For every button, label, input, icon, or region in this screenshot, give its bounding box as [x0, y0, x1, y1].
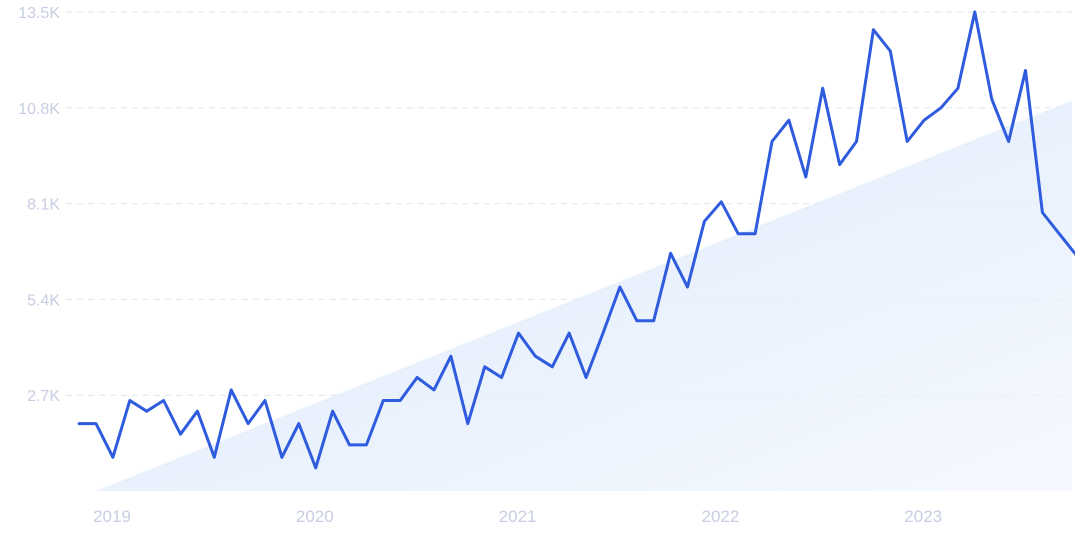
series-line: [77, 10, 1075, 470]
x-tick-label: 2019: [93, 507, 131, 526]
x-tick-label: 2021: [499, 507, 537, 526]
y-tick-label: 5.4K: [27, 292, 60, 309]
y-tick-label: 2.7K: [27, 388, 60, 405]
x-tick-label: 2023: [904, 507, 942, 526]
series-line-layer: [77, 10, 1075, 470]
y-tick-label: 10.8K: [18, 101, 60, 118]
y-tick-label: 8.1K: [27, 197, 60, 214]
x-axis-ticks: 2019 2020 2021 2022 2023: [93, 507, 942, 526]
x-tick-label: 2020: [296, 507, 334, 526]
trend-area: [96, 100, 1072, 491]
y-axis-ticks: 2.7K 5.4K 8.1K 10.8K 13.5K: [18, 5, 60, 405]
y-tick-label: 13.5K: [18, 5, 60, 22]
x-tick-label: 2022: [701, 507, 739, 526]
trend-area-layer: [96, 100, 1072, 491]
